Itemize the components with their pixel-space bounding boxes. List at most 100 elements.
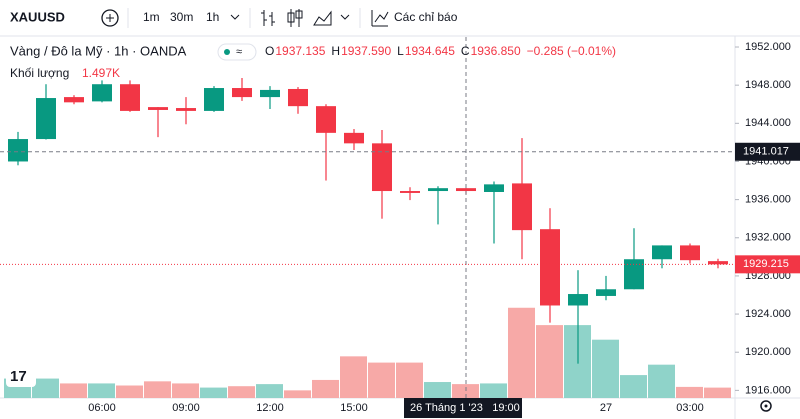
settings-icon[interactable] bbox=[760, 400, 772, 412]
interval[interactable]: 1m bbox=[143, 10, 160, 24]
crosshair-price: 1941.017 bbox=[743, 146, 789, 158]
candle-body bbox=[428, 188, 448, 192]
candle-body bbox=[8, 139, 28, 162]
status-dot bbox=[224, 49, 230, 55]
candle-body bbox=[148, 107, 168, 110]
candle-body bbox=[120, 84, 140, 111]
ohlc-label: H bbox=[331, 44, 340, 58]
y-tick-label: 1924.000 bbox=[745, 308, 791, 320]
ohlc-value: 1937.135 bbox=[275, 44, 325, 58]
volume-bar bbox=[536, 325, 563, 398]
y-tick-label: 1916.000 bbox=[745, 384, 791, 396]
plot bbox=[0, 37, 735, 398]
candle-body bbox=[484, 184, 504, 192]
area-icon[interactable] bbox=[313, 10, 332, 26]
volume-bar bbox=[508, 307, 535, 398]
candle-body bbox=[176, 108, 196, 111]
volume-bar bbox=[144, 381, 171, 398]
y-tick-label: 1944.000 bbox=[745, 117, 791, 129]
volume-bar bbox=[676, 386, 703, 398]
indicators-button[interactable]: Các chỉ báo bbox=[394, 10, 458, 24]
candle-body bbox=[596, 289, 616, 296]
volume-bar bbox=[396, 362, 423, 398]
volume-bar bbox=[480, 383, 507, 398]
y-tick-label: 1948.000 bbox=[745, 79, 791, 91]
x-tick-label: 27 bbox=[600, 402, 612, 414]
ohlc-label: O bbox=[265, 44, 274, 58]
candle-body bbox=[204, 88, 224, 111]
volume-bar bbox=[648, 364, 675, 398]
volume-bar bbox=[200, 387, 227, 398]
candle-body bbox=[456, 188, 476, 192]
ohlc-value: 1936.850 bbox=[471, 44, 521, 58]
volume-bar bbox=[368, 362, 395, 398]
y-tick-label: 1936.000 bbox=[745, 194, 791, 206]
candle-body bbox=[36, 98, 56, 140]
volume-bar bbox=[312, 379, 339, 398]
candle-body bbox=[652, 245, 672, 260]
indicators-icon[interactable] bbox=[371, 10, 389, 27]
candle-body bbox=[344, 132, 364, 144]
candle-body bbox=[288, 88, 308, 107]
candle-body bbox=[512, 183, 532, 231]
volume-bar bbox=[704, 387, 731, 398]
candle-body bbox=[92, 84, 112, 102]
volume-bar bbox=[424, 382, 451, 398]
volume-bar bbox=[620, 375, 647, 398]
volume-bar bbox=[452, 384, 479, 398]
badge-text: ≈ bbox=[236, 46, 242, 58]
volume-label: Khối lượng bbox=[10, 66, 69, 80]
symbol[interactable]: XAUUSD bbox=[10, 9, 65, 24]
candle-body bbox=[400, 191, 420, 193]
svg-text:17: 17 bbox=[10, 368, 27, 385]
crosshair-price-box bbox=[735, 142, 800, 161]
x-tick-label: 03:00 bbox=[676, 402, 704, 414]
candles-icon[interactable] bbox=[287, 9, 303, 27]
ohlc-label: L bbox=[397, 44, 404, 58]
x-tick-label: 12:00 bbox=[256, 402, 284, 414]
volume-bar bbox=[32, 378, 59, 398]
volume-bar bbox=[116, 385, 143, 398]
change: −0.285 (−0.01%) bbox=[527, 44, 616, 58]
x-tick-label: 09:00 bbox=[172, 402, 200, 414]
volume-bar bbox=[284, 390, 311, 398]
last-price-box bbox=[735, 255, 800, 274]
crosshair-date: 26 Tháng 1 '23 bbox=[410, 402, 483, 414]
ohlc-value: 1934.645 bbox=[405, 44, 455, 58]
volume-bar bbox=[256, 384, 283, 398]
candle-body bbox=[372, 143, 392, 192]
y-tick-label: 1932.000 bbox=[745, 232, 791, 244]
interval[interactable]: 30m bbox=[170, 10, 193, 24]
x-tick-label: 15:00 bbox=[340, 402, 368, 414]
ohlc-label: C bbox=[461, 44, 470, 58]
ohlc-value: 1937.590 bbox=[341, 44, 391, 58]
chevron[interactable] bbox=[230, 14, 240, 20]
volume-bar bbox=[172, 383, 199, 398]
interval[interactable]: 1h bbox=[206, 10, 219, 24]
volume-value: 1.497K bbox=[82, 66, 120, 80]
candle-body bbox=[624, 259, 644, 290]
y-tick-label: 1920.000 bbox=[745, 346, 791, 358]
chevron[interactable] bbox=[340, 14, 350, 20]
volume-bar bbox=[88, 383, 115, 398]
last-price-label: 1929.215 bbox=[743, 258, 789, 270]
volume-bar bbox=[60, 383, 87, 398]
volume-bar bbox=[592, 339, 619, 398]
candle-body bbox=[232, 88, 252, 98]
ohlc-legend: O 1937.135 H 1937.590 L 1934.645 C 1936.850 −0.2… bbox=[265, 44, 616, 58]
x-tick-label: 06:00 bbox=[88, 402, 116, 414]
bars-icon[interactable] bbox=[261, 10, 275, 26]
legend-title: Vàng / Đô la Mỹ · 1h · OANDA bbox=[10, 43, 187, 58]
add-symbol-icon[interactable] bbox=[101, 9, 119, 27]
volume-bar bbox=[340, 356, 367, 398]
candle-body bbox=[680, 245, 700, 261]
tv-logo: 17 bbox=[6, 367, 36, 387]
badge[interactable] bbox=[217, 43, 257, 61]
candle-body bbox=[708, 261, 728, 265]
volume-bar bbox=[228, 386, 255, 398]
candle-body bbox=[260, 89, 280, 98]
candle-body bbox=[568, 294, 588, 306]
y-tick-label: 1952.000 bbox=[745, 41, 791, 53]
candle-body bbox=[540, 229, 560, 306]
